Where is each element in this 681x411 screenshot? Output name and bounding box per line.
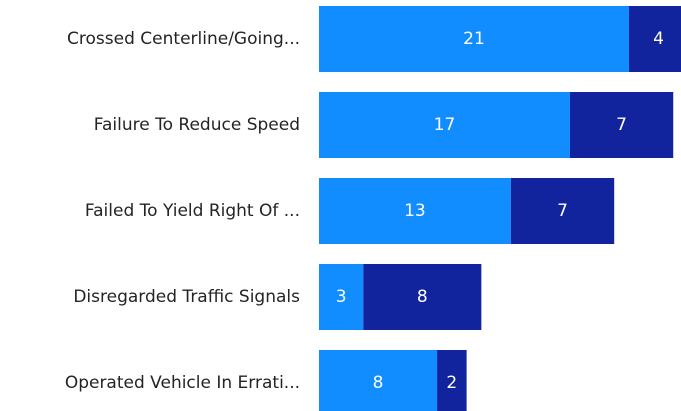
bar-segment [628, 6, 681, 72]
data-label: 3 [336, 287, 347, 307]
data-label: 13 [404, 201, 426, 221]
category-label: Failed To Yield Right Of ... [85, 201, 300, 221]
data-label: 8 [417, 287, 428, 307]
data-label: 4 [653, 29, 664, 49]
data-label: 8 [373, 373, 384, 393]
bar-segment [319, 178, 511, 244]
category-label: Crossed Centerline/Going... [67, 29, 300, 49]
bar-segment [319, 92, 570, 158]
bar-segment [437, 350, 467, 411]
bar-segment [363, 264, 482, 330]
data-label: 2 [446, 373, 457, 393]
category-label: Disregarded Traffic Signals [73, 287, 300, 307]
data-label: 7 [557, 201, 568, 221]
category-label: Operated Vehicle In Errati... [65, 373, 300, 393]
bar-segment [510, 178, 615, 244]
bar-segment [569, 92, 674, 158]
data-label: 7 [616, 115, 627, 135]
bar-segment [319, 6, 629, 72]
data-label: 21 [463, 29, 485, 49]
bar-segment [319, 350, 438, 411]
data-label: 17 [434, 115, 456, 135]
bar-segment [319, 264, 364, 330]
category-label: Failure To Reduce Speed [94, 115, 300, 135]
